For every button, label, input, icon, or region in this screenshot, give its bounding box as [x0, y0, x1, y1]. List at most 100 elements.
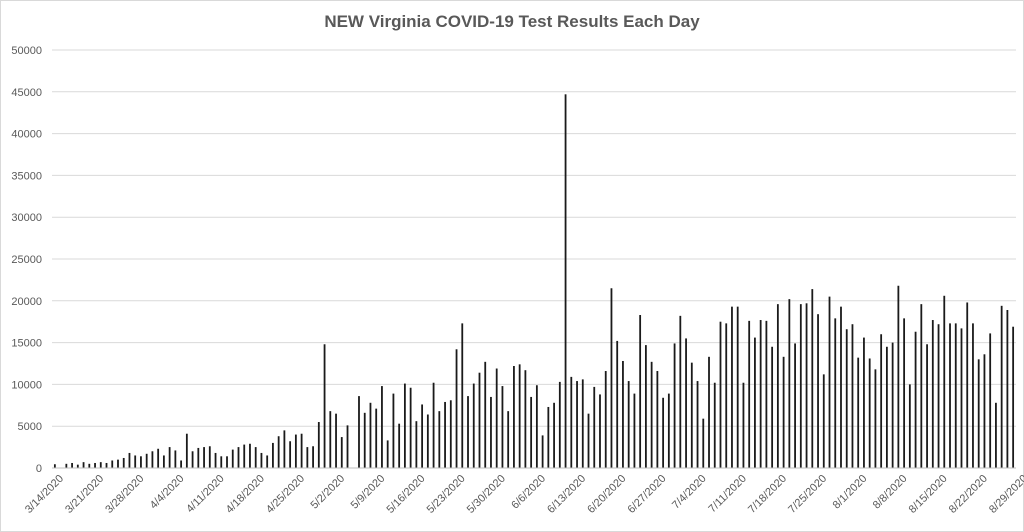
bar [604, 371, 607, 468]
bar [507, 411, 510, 468]
bar [851, 324, 854, 468]
bar [111, 460, 114, 468]
bar [180, 460, 183, 468]
bar [518, 364, 521, 468]
bar [237, 447, 240, 468]
x-tick-label: 8/22/2020 [947, 473, 990, 516]
bar [300, 433, 303, 468]
bar [122, 457, 125, 468]
bar [926, 344, 928, 468]
bar [203, 447, 205, 468]
x-tick-label: 5/9/2020 [349, 473, 388, 512]
bar [725, 323, 728, 468]
bar [530, 396, 533, 468]
bar [788, 299, 791, 468]
bar [983, 354, 986, 468]
x-tick-label: 5/16/2020 [384, 473, 427, 516]
bar [197, 447, 200, 468]
bar [754, 337, 756, 468]
bar [168, 447, 171, 468]
bar [822, 374, 825, 468]
bar [713, 382, 716, 468]
bar [426, 414, 429, 468]
bar [656, 371, 659, 468]
bar [174, 450, 177, 468]
bar [346, 425, 349, 468]
bar [254, 447, 257, 468]
y-tick-label: 0 [36, 463, 42, 475]
bar [191, 451, 194, 468]
x-tick-label: 3/21/2020 [63, 473, 106, 516]
x-tick-label: 5/2/2020 [308, 473, 347, 512]
bar [662, 397, 665, 468]
bar [644, 345, 647, 468]
bar [776, 304, 779, 468]
bar [748, 320, 751, 468]
bar [94, 462, 96, 468]
bar [472, 383, 475, 468]
bar [811, 289, 814, 468]
bar [897, 285, 900, 468]
bar [1012, 326, 1015, 468]
bar [759, 320, 762, 468]
bar [627, 381, 630, 468]
bar [794, 343, 796, 468]
bar [329, 411, 332, 468]
bar [685, 338, 687, 468]
bar [226, 456, 228, 468]
bar [340, 437, 343, 468]
bar [581, 379, 584, 468]
bar [719, 321, 722, 468]
bar [438, 411, 441, 468]
bar [317, 422, 320, 468]
chart-title: NEW Virginia COVID-19 Test Results Each … [324, 12, 700, 31]
y-tick-label: 45000 [11, 87, 42, 99]
bar [541, 435, 544, 468]
bar [937, 324, 940, 468]
bar [71, 462, 73, 468]
bar [185, 433, 188, 468]
bar [765, 320, 768, 468]
bar [513, 366, 515, 468]
bar [702, 418, 705, 468]
bar [954, 323, 957, 468]
bar [461, 323, 464, 468]
bar [570, 376, 573, 468]
bar [610, 288, 613, 468]
bar [444, 401, 446, 468]
bar [622, 360, 624, 468]
bar [260, 452, 263, 468]
bar [599, 394, 601, 468]
bar [381, 386, 383, 468]
bar [386, 440, 389, 468]
bar [283, 430, 286, 468]
bar [403, 383, 406, 468]
bar [272, 442, 274, 468]
x-tick-label: 5/30/2020 [465, 473, 508, 516]
y-tick-label: 40000 [11, 129, 42, 141]
x-tick-label: 3/28/2020 [103, 473, 146, 516]
bar [151, 451, 154, 468]
bar [845, 329, 848, 468]
bar [673, 343, 676, 468]
bar [484, 361, 487, 468]
bar [134, 455, 137, 468]
y-axis-ticks: 0 5000 10000 15000 20000 25000 30000 35000 40000… [11, 45, 42, 475]
y-tick-label: 5000 [18, 421, 42, 433]
bar [885, 346, 888, 468]
bar [576, 381, 578, 468]
bar [220, 456, 223, 468]
bar [708, 356, 710, 468]
bar [880, 334, 883, 468]
bar [771, 346, 774, 468]
x-tick-label: 6/27/2020 [625, 473, 668, 516]
bar [863, 337, 865, 468]
bar [908, 384, 911, 468]
bar [920, 304, 923, 468]
bar [88, 463, 91, 468]
x-tick-label: 7/4/2020 [670, 473, 709, 512]
x-tick-label: 4/25/2020 [264, 473, 307, 516]
x-tick-label: 4/4/2020 [148, 473, 187, 512]
x-tick-label: 8/29/2020 [987, 473, 1024, 516]
